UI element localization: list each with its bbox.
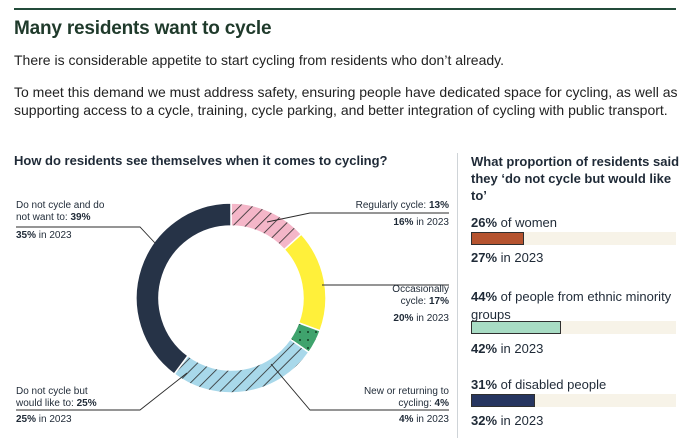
- year-ethnic-minority: 42% in 2023: [471, 341, 544, 356]
- bar-disabled-track: [471, 394, 676, 407]
- year-would-like: 25% in 2023: [16, 414, 72, 425]
- year-occasionally: 20% in 2023: [393, 313, 449, 324]
- year-regularly: 16% in 2023: [393, 217, 449, 228]
- top-rule: [14, 8, 676, 10]
- bar-women: [471, 232, 525, 245]
- label-do-not-want: Do not cycle and do not want to: 39%: [16, 200, 105, 223]
- proportion-question: What proportion of residents said they ‘…: [471, 154, 680, 203]
- bar-disabled: [471, 394, 535, 407]
- leader-would-like: [16, 372, 188, 411]
- stat-ethnic-minority: 44% of people from ethnic minority group…: [471, 289, 672, 322]
- segment-regularly: [230, 202, 303, 251]
- label-new-returning: New or returning to cycling: 4%: [363, 386, 449, 409]
- label-occasionally: Occasionally cycle: 17%: [392, 284, 449, 307]
- bar-ethnic-minority: [471, 321, 562, 334]
- leader-new: [270, 363, 449, 411]
- segment-occasionally: [283, 233, 327, 332]
- stat-women: 26% of women: [471, 215, 558, 230]
- year-women: 27% in 2023: [471, 250, 544, 265]
- page-title: Many residents want to cycle: [14, 18, 272, 39]
- intro-text: There is considerable appetite to start …: [14, 52, 504, 68]
- leader-do-not-want: [16, 226, 156, 244]
- year-do-not-want: 35% in 2023: [16, 230, 72, 241]
- leader-regularly: [266, 212, 449, 223]
- segment-do-not-want: [135, 202, 232, 376]
- year-disabled: 32% in 2023: [471, 413, 544, 428]
- stat-disabled: 31% of disabled people: [471, 377, 607, 392]
- label-regularly: Regularly cycle: 13%: [355, 200, 449, 211]
- bar-women-track: [471, 232, 676, 245]
- year-new-returning: 4% in 2023: [398, 414, 449, 425]
- body-text: To meet this demand we must address safe…: [14, 84, 678, 118]
- donut-question: How do residents see themselves when it …: [14, 153, 388, 168]
- bar-ethnic-track: [471, 321, 676, 334]
- column-divider: [457, 153, 458, 438]
- label-would-like: Do not cycle but would like to: 25%: [16, 386, 97, 409]
